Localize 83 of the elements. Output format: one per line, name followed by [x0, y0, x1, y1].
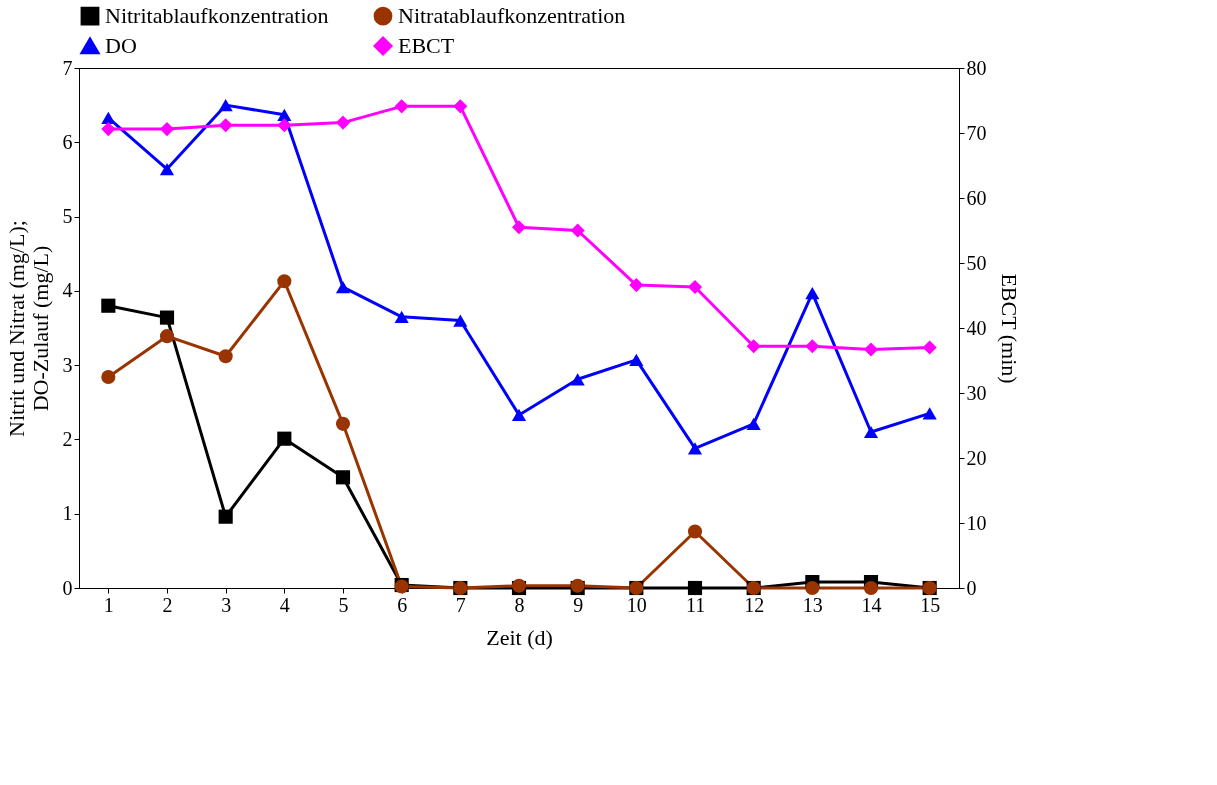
point — [394, 310, 409, 323]
point — [159, 329, 175, 344]
x-tick-label: 11 — [685, 593, 706, 616]
y-tick-label: 6 — [62, 130, 73, 153]
y-axis-title: Nitrit und Nitrat (mg/L); DO-Zulauf (mg/L) — [3, 220, 53, 437]
x-tick-label: 10 — [626, 593, 647, 616]
point — [335, 115, 351, 130]
y2-tick-label: 80 — [966, 56, 987, 79]
point — [511, 408, 527, 422]
point — [511, 220, 527, 235]
x-tick-label: 13 — [802, 593, 823, 616]
x-tick-label: 8 — [514, 593, 525, 616]
point — [159, 310, 175, 325]
point — [218, 509, 233, 524]
legend-label: Nitratablaufkonzentration — [398, 3, 626, 29]
x-tick-label: 14 — [861, 593, 882, 616]
point — [218, 349, 233, 364]
y2-tick-label: 50 — [966, 251, 987, 274]
x-tick-label: 7 — [455, 593, 466, 616]
x-tick-label: 3 — [221, 593, 232, 616]
point — [863, 580, 879, 596]
point — [922, 340, 937, 355]
y-tick-label: 7 — [62, 56, 73, 79]
point — [687, 442, 703, 455]
point — [101, 122, 116, 137]
y2-tick-label: 10 — [966, 511, 987, 534]
point — [101, 298, 116, 313]
point — [570, 373, 585, 386]
point — [629, 353, 644, 367]
point — [863, 342, 879, 357]
y2-axis-title: EBCT (min) — [996, 273, 1022, 384]
legend-label: Nitritablaufkonzentration — [105, 3, 329, 29]
x-tick-label: 6 — [397, 593, 408, 616]
point — [746, 417, 761, 430]
point — [159, 122, 175, 137]
point — [335, 416, 351, 431]
point — [805, 580, 820, 596]
point — [218, 118, 233, 133]
point — [277, 431, 292, 446]
x-tick-label: 1 — [103, 593, 114, 616]
point — [687, 580, 703, 596]
point — [453, 99, 468, 114]
y2-tick-label: 60 — [966, 186, 987, 209]
point — [394, 99, 409, 114]
y-tick-label: 5 — [62, 205, 73, 228]
point — [335, 470, 351, 485]
point — [687, 524, 703, 539]
y-tick-label: 2 — [62, 427, 73, 450]
point — [335, 281, 351, 294]
point — [805, 339, 820, 354]
point — [863, 425, 879, 439]
x-tick-label: 12 — [744, 593, 765, 616]
x-tick-label: 15 — [920, 593, 941, 616]
point — [805, 286, 820, 300]
point — [101, 111, 116, 124]
point — [277, 108, 292, 121]
point — [629, 278, 644, 293]
y-tick-label: 4 — [62, 279, 73, 302]
point — [687, 279, 703, 295]
y-tick-label: 1 — [62, 502, 73, 525]
x-axis-title: Zeit (d) — [486, 624, 553, 650]
y2-tick-label: 70 — [966, 121, 987, 144]
point — [746, 339, 761, 354]
point — [277, 118, 292, 133]
point — [218, 99, 233, 112]
point — [159, 162, 175, 176]
y-tick-label: 0 — [62, 576, 73, 599]
legend-label: DO — [105, 33, 137, 58]
x-tick-label: 2 — [162, 593, 173, 616]
point — [922, 407, 937, 420]
y2-tick-label: 30 — [966, 381, 987, 404]
y2-tick-label: 40 — [966, 316, 987, 339]
y2-tick-label: 0 — [966, 576, 977, 599]
point — [277, 274, 292, 289]
x-tick-label: 9 — [573, 593, 584, 616]
x-tick-label: 4 — [279, 593, 290, 616]
point — [101, 369, 116, 385]
legend-label: EBCT — [398, 33, 455, 58]
x-tick-label: 5 — [338, 593, 349, 616]
point — [570, 223, 585, 238]
y-tick-label: 3 — [62, 353, 73, 376]
point — [453, 314, 468, 327]
y2-tick-label: 20 — [966, 446, 987, 469]
